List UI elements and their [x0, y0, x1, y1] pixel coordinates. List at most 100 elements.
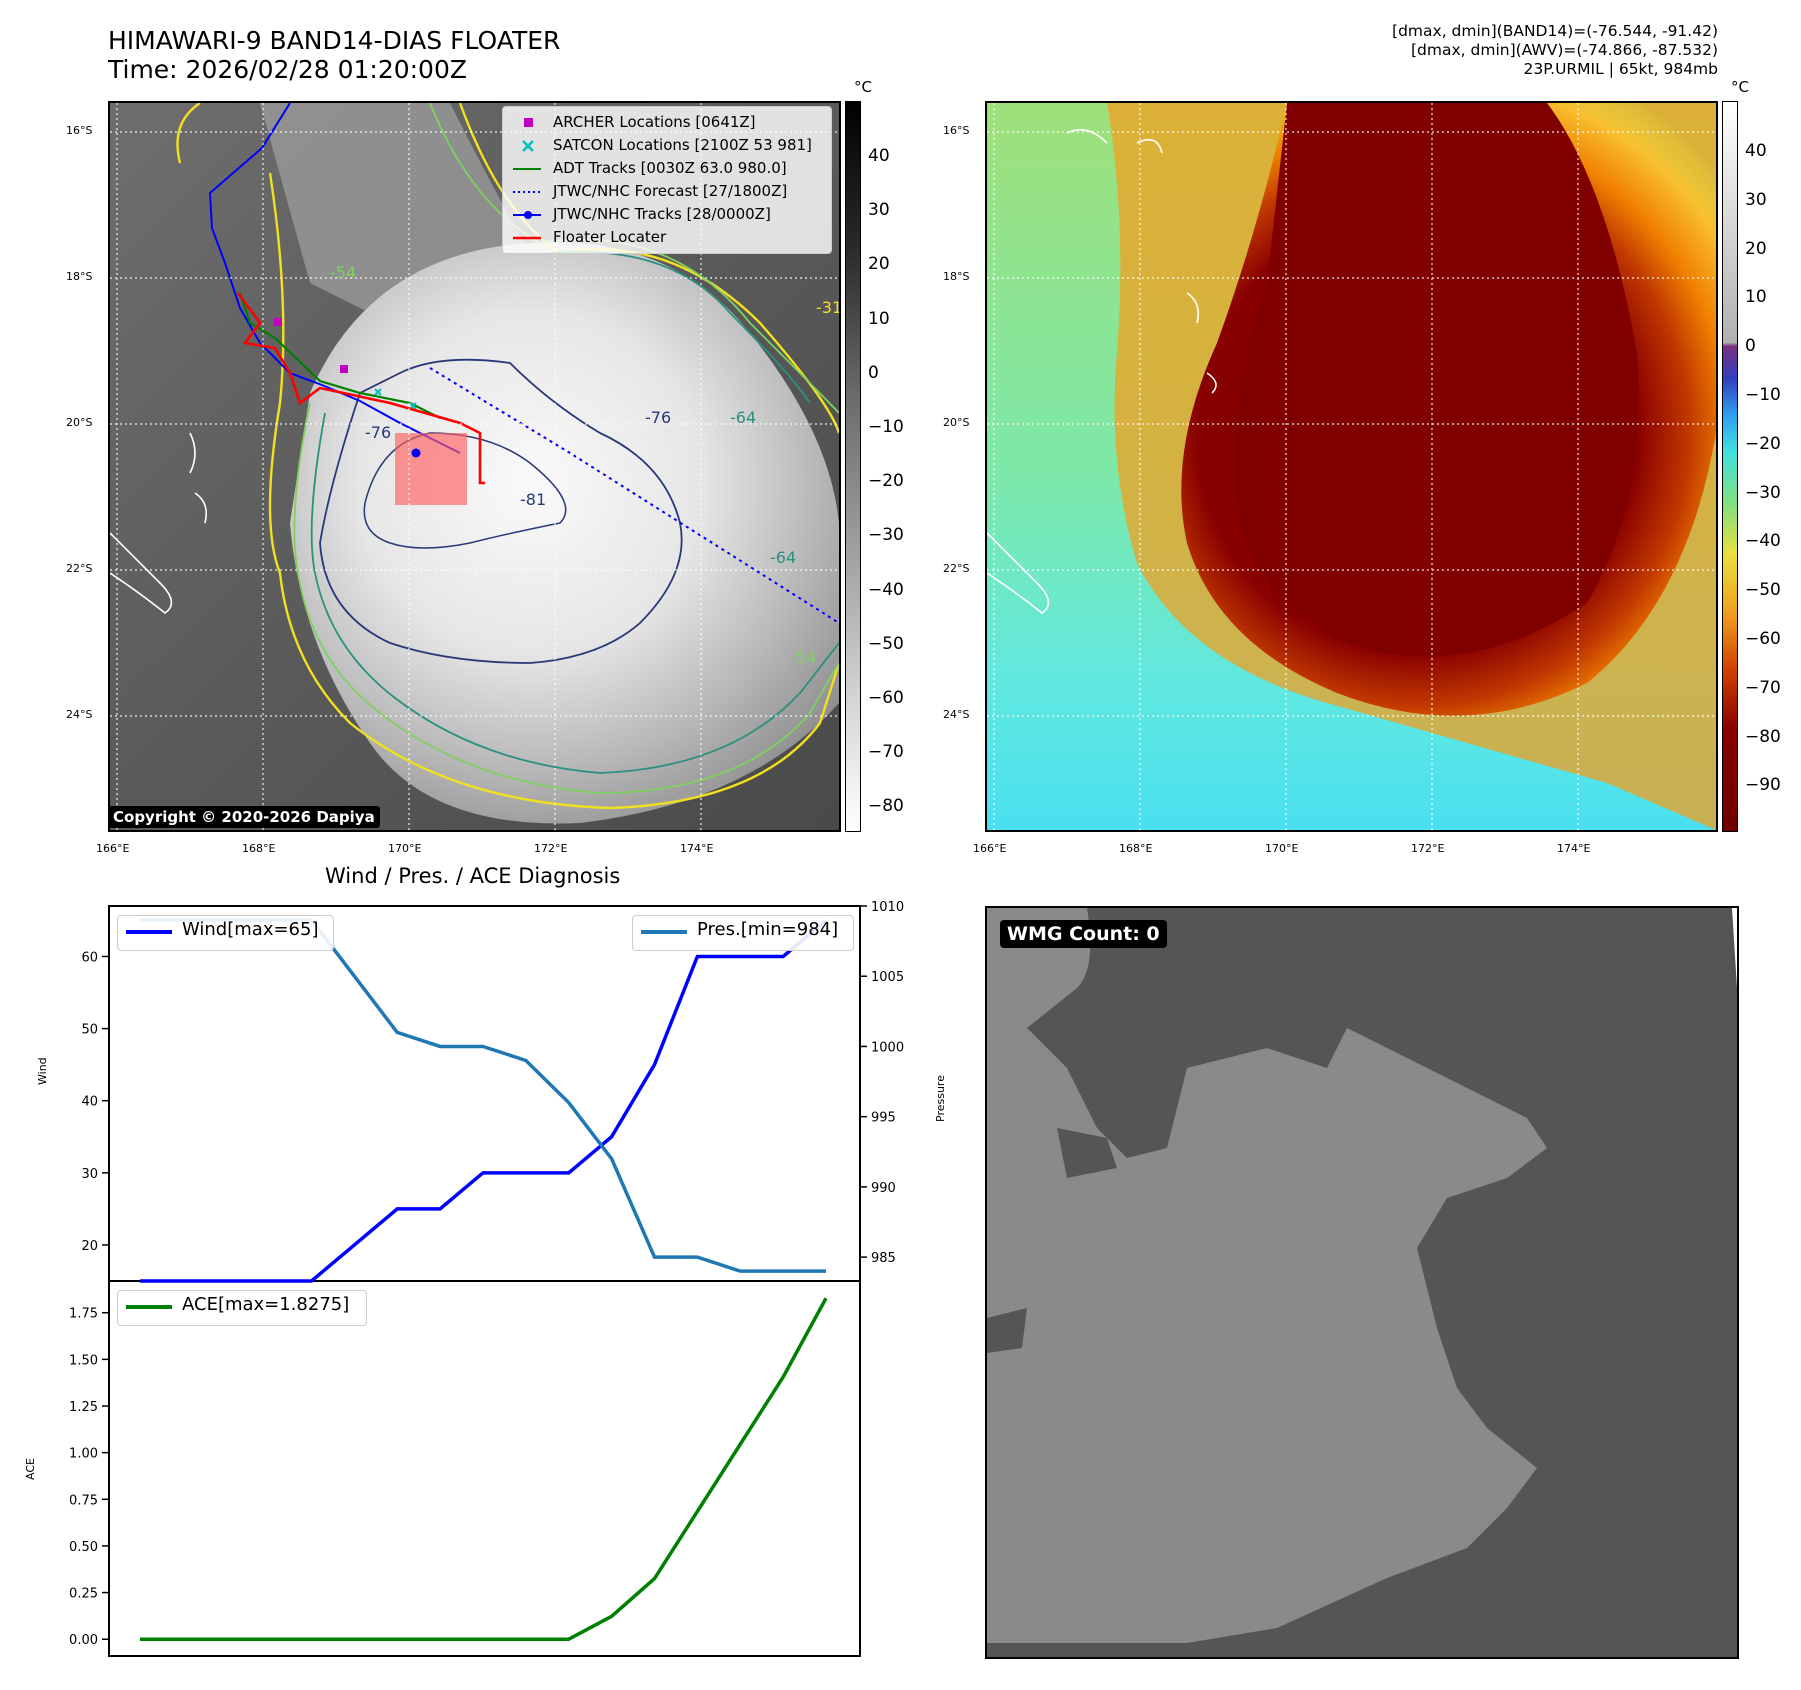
- contour-label-6: -54: [790, 648, 816, 667]
- contour-label-1: -76: [365, 423, 391, 442]
- pressure-tick-985: 985: [871, 1251, 896, 1266]
- colorbar-right-tick-8: −40: [1745, 531, 1781, 552]
- archer-marker-2: [340, 365, 348, 373]
- legend-archer: ARCHER Locations [0641Z]: [503, 111, 831, 134]
- colorbar-left-tick-0: 40: [868, 146, 890, 166]
- ace-tick-0.00: 0.00: [69, 1633, 98, 1648]
- storm-center-marker: [411, 448, 421, 458]
- pressure-legend: Pres.[min=984]: [632, 915, 854, 951]
- map-legend: ARCHER Locations [0641Z] SATCON Location…: [502, 106, 832, 254]
- wind-tick-20: 20: [81, 1239, 98, 1254]
- colorbar-left-tick-5: −10: [868, 417, 904, 437]
- floater-locator-track: [236, 292, 485, 485]
- lon-label-174: 174°E: [680, 842, 714, 855]
- dias-core-dark: [1235, 103, 1639, 657]
- right-lat-label-22: 22°S: [943, 562, 970, 575]
- legend-satcon-label: SATCON Locations [2100Z 53 981]: [553, 136, 812, 154]
- ace-tick-1.50: 1.50: [69, 1353, 98, 1368]
- wmg-image: [987, 908, 1737, 1657]
- right-lat-label-18: 18°S: [943, 270, 970, 283]
- ace-axes: [108, 1280, 861, 1657]
- floater-locator-box: [395, 433, 467, 505]
- colorbar-left-tick-10: −60: [868, 688, 904, 708]
- legend-archer-symbol: [524, 118, 533, 127]
- colorbar-left-tick-12: −80: [868, 796, 904, 817]
- colorbar-right-tick-11: −70: [1745, 677, 1781, 698]
- wind-legend-label: Wind[max=65]: [182, 919, 319, 940]
- info-band14: [dmax, dmin](BAND14)=(-76.544, -91.42): [1392, 22, 1718, 40]
- ace-axis-label: ACE: [24, 1458, 37, 1480]
- lon-label-168: 168°E: [242, 842, 276, 855]
- wind-tick-40: 40: [81, 1095, 98, 1110]
- right-map-gridlines: [987, 103, 1716, 830]
- colorbar-right-unit: °C: [1731, 78, 1749, 96]
- colorbar-right-tick-12: −80: [1745, 726, 1781, 747]
- pressure-line: [140, 918, 826, 1273]
- colorbar-left-tick-6: −20: [868, 471, 904, 492]
- diagnosis-chart: 20 30 40 50 60 985 990 995 1000 1005 1010 0.00 0.25 0…: [69, 900, 904, 1657]
- title-block: HIMAWARI-9 BAND14-DIAS FLOATER Time: 202…: [108, 26, 560, 84]
- contour-label-2: -76: [645, 408, 671, 427]
- lon-label-166: 166°E: [96, 842, 130, 855]
- wind-tick-50: 50: [81, 1023, 98, 1038]
- legend-satcon: SATCON Locations [2100Z 53 981]: [503, 134, 831, 157]
- colorbar-right-tick-3: 10: [1745, 287, 1767, 308]
- wmg-light-field: [987, 908, 1547, 1643]
- colorbar-right-tick-2: 20: [1745, 238, 1767, 259]
- colorbar-right: [1722, 101, 1738, 832]
- right-lon-label-168: 168°E: [1119, 842, 1153, 855]
- forecast-track: [429, 367, 839, 624]
- colorbar-left-tick-1: 30: [868, 200, 890, 221]
- colorbar-left-tick-4: 0: [868, 362, 879, 383]
- lon-label-170: 170°E: [388, 842, 422, 855]
- archer-marker-1: [274, 318, 282, 326]
- wmg-dark-patch: [987, 1128, 1117, 1353]
- colorbar-left-tick-7: −30: [868, 525, 904, 546]
- coastline-west-right: [987, 128, 1217, 614]
- legend-adt-symbol: [513, 168, 541, 170]
- wind-line: [140, 919, 828, 1283]
- right-lat-label-16: 16°S: [943, 124, 970, 137]
- info-storm: 23P.URMIL | 65kt, 984mb: [1523, 60, 1718, 78]
- right-lon-label-166: 166°E: [973, 842, 1007, 855]
- right-lat-label-20: 20°S: [943, 416, 970, 429]
- ace-tick-1.25: 1.25: [69, 1400, 98, 1415]
- colorbar-right-tick-7: −30: [1745, 482, 1781, 503]
- contour-label-5: -64: [770, 548, 796, 567]
- dias-map-image: [987, 103, 1716, 830]
- wind-axis-label: Wind: [36, 1057, 49, 1085]
- colorbar-right-tick-5: −10: [1745, 385, 1781, 405]
- legend-adt-label: ADT Tracks [0030Z 63.0 980.0]: [553, 159, 787, 177]
- lat-label-20: 20°S: [66, 416, 93, 429]
- colorbar-left-tick-11: −70: [868, 742, 904, 763]
- colorbar-right-tick-0: 40: [1745, 141, 1767, 161]
- legend-forecast-label: JTWC/NHC Forecast [27/1800Z]: [553, 182, 788, 200]
- wmg-panel: [985, 906, 1739, 1659]
- legend-tracks-label: JTWC/NHC Tracks [28/0000Z]: [553, 205, 771, 223]
- colorbar-right-tick-9: −50: [1745, 580, 1781, 601]
- lon-label-172: 172°E: [534, 842, 568, 855]
- lat-label-16: 16°S: [66, 124, 93, 137]
- colorbar-left: [845, 101, 861, 832]
- colorbar-left-tick-8: −40: [868, 579, 904, 600]
- coastline-islands-west: [110, 432, 208, 614]
- pressure-tick-1000: 1000: [871, 1040, 904, 1055]
- colorbar-right-tick-13: −90: [1745, 775, 1781, 796]
- wind-pressure-axes: [108, 905, 861, 1282]
- colorbar-left-tick-9: −50: [868, 633, 904, 654]
- jtwc-best-track: [208, 103, 461, 454]
- diagnosis-title: Wind / Pres. / ACE Diagnosis: [325, 864, 621, 888]
- pressure-tick-995: 995: [871, 1111, 896, 1126]
- legend-floater-label: Floater Locater: [553, 228, 667, 246]
- main-title: HIMAWARI-9 BAND14-DIAS FLOATER: [108, 26, 561, 55]
- ace-tick-1.00: 1.00: [69, 1447, 98, 1462]
- legend-forecast-symbol: [513, 191, 541, 193]
- colorbar-left-tick-2: 20: [868, 254, 890, 275]
- wmg-count-badge: WMG Count: 0: [1000, 920, 1167, 948]
- legend-forecast: JTWC/NHC Forecast [27/1800Z]: [503, 180, 831, 203]
- ir-map-image: -76 -76 -81 -64 -64 -54 -31 -54: [110, 103, 839, 830]
- contour-label-7: -31: [816, 298, 839, 317]
- contour-label-3: -81: [520, 490, 546, 509]
- colorbar-right-tick-6: −20: [1745, 433, 1781, 454]
- pressure-axis-label: Pressure: [934, 1075, 947, 1122]
